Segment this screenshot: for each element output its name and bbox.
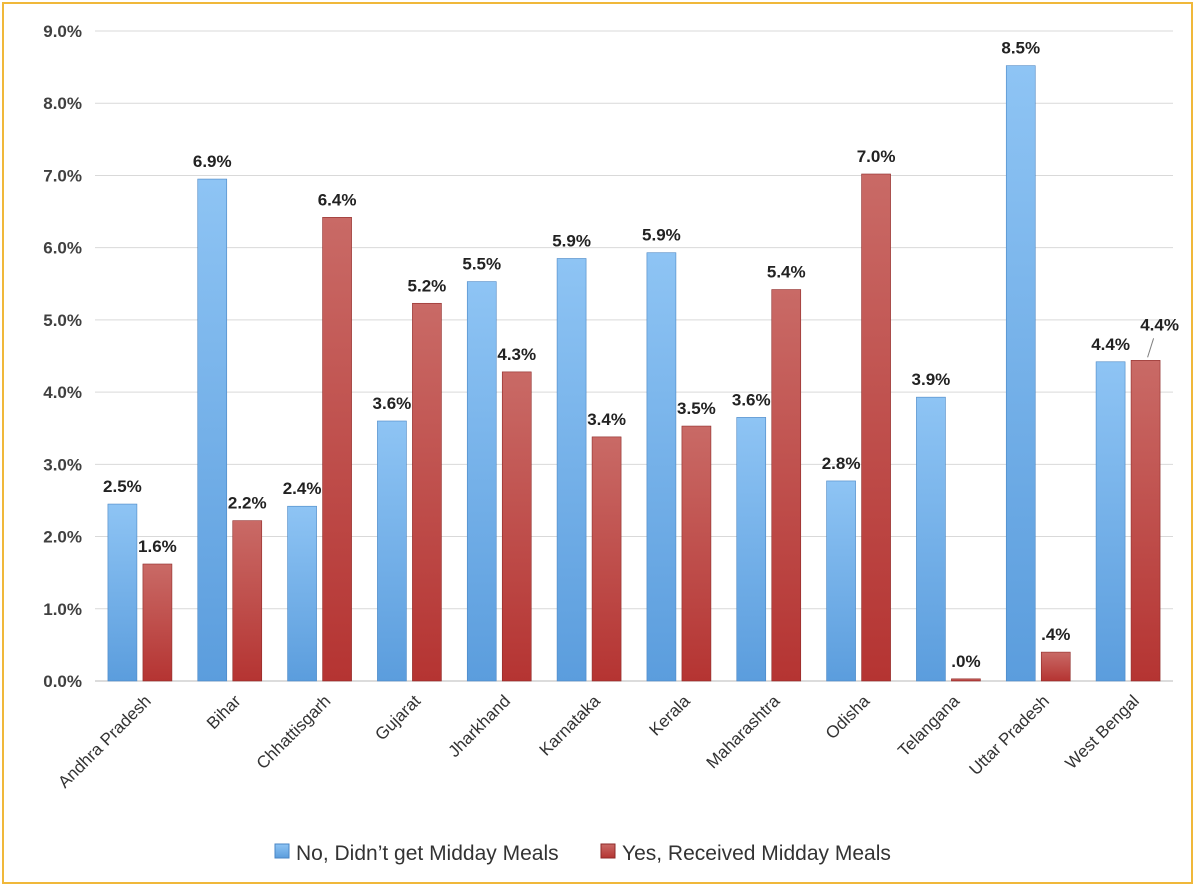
- y-tick-label: 0.0%: [43, 672, 82, 691]
- legend-swatch-yes: [600, 843, 616, 859]
- data-label: 5.4%: [767, 263, 806, 282]
- bar-yes-telangana: [951, 678, 981, 682]
- data-label: 1.6%: [138, 537, 177, 556]
- x-tick-label: Bihar: [203, 691, 245, 733]
- data-label: 3.9%: [912, 370, 951, 389]
- y-tick-label: 4.0%: [43, 383, 82, 402]
- data-label: 6.9%: [193, 152, 232, 171]
- x-tick-label: Kerala: [646, 691, 695, 740]
- bar-yes-kerala: [681, 425, 712, 682]
- x-tick-label: Gujarat: [371, 691, 424, 744]
- data-label: 5.9%: [642, 226, 681, 245]
- bar-yes-bihar: [232, 520, 263, 682]
- data-label: .0%: [951, 652, 980, 671]
- data-label: 3.6%: [732, 390, 771, 409]
- y-tick-label: 2.0%: [43, 528, 82, 547]
- data-label: .4%: [1041, 625, 1070, 644]
- x-tick-label: Uttar Pradesh: [965, 691, 1053, 779]
- legend: No, Didn’t get Midday Meals Yes, Receive…: [274, 842, 891, 865]
- legend-label-no: No, Didn’t get Midday Meals: [296, 842, 559, 865]
- x-axis: Andhra Pradesh Bihar Chhattisgarh Gujarat Jh…: [54, 691, 1142, 792]
- bar-yes-west-bengal: [1130, 360, 1161, 682]
- data-label: 6.4%: [318, 190, 357, 209]
- data-label: 4.4%: [1091, 335, 1130, 354]
- data-label: 4.3%: [497, 345, 536, 364]
- bar-no-odisha: [826, 480, 856, 682]
- bar-yes-odisha: [861, 173, 891, 682]
- bar-no-kerala: [646, 252, 677, 682]
- bar-yes-chhattisgarh: [322, 217, 352, 682]
- y-axis: 0.0% 1.0% 2.0% 3.0% 4.0% 5.0% 6.0% 7.0% 8.0% 9.0%: [43, 22, 1173, 691]
- x-tick-label: Odisha: [822, 691, 874, 743]
- y-tick-label: 8.0%: [43, 94, 82, 113]
- data-label: 7.0%: [857, 147, 896, 166]
- legend-swatch-no: [274, 843, 290, 859]
- x-tick-label: Telangana: [894, 691, 963, 760]
- bar-no-telangana: [916, 396, 946, 682]
- data-label: 2.2%: [228, 494, 267, 513]
- data-label: 3.6%: [373, 394, 412, 413]
- data-label: 5.9%: [552, 232, 591, 251]
- data-label: 2.5%: [103, 477, 142, 496]
- bar-no-uttar-pradesh: [1005, 65, 1036, 682]
- bar-yes-gujarat: [412, 302, 442, 682]
- data-label: 2.8%: [822, 454, 861, 473]
- bar-no-jharkhand: [466, 281, 497, 682]
- bar-yes-uttar-pradesh: [1040, 651, 1071, 682]
- data-label: 5.5%: [462, 255, 501, 274]
- x-tick-label: Karnataka: [536, 691, 605, 760]
- data-label: 2.4%: [283, 479, 322, 498]
- bar-no-bihar: [197, 178, 228, 682]
- bar-yes-andhra-pradesh: [142, 563, 173, 682]
- y-tick-label: 6.0%: [43, 239, 82, 258]
- y-tick-label: 7.0%: [43, 166, 82, 185]
- gridlines: [95, 30, 1173, 610]
- data-labels: 2.5% 1.6% 6.9% 2.2% 2.4% 6.4% 3.6% 5.2% 5.5% 4.3%…: [103, 39, 1179, 671]
- y-tick-label: 1.0%: [43, 600, 82, 619]
- data-label: 5.2%: [408, 276, 447, 295]
- bar-yes-maharashtra: [771, 289, 802, 682]
- data-label: 4.4%: [1140, 315, 1179, 334]
- bar-no-chhattisgarh: [287, 505, 317, 682]
- data-label: 8.5%: [1001, 39, 1040, 58]
- bars: [107, 65, 1161, 682]
- x-tick-label: Jharkhand: [445, 691, 515, 761]
- bar-no-karnataka: [556, 258, 587, 682]
- x-tick-label: Andhra Pradesh: [54, 691, 154, 791]
- x-tick-label: Chhattisgarh: [253, 691, 335, 773]
- legend-label-yes: Yes, Received Midday Meals: [622, 842, 891, 865]
- bar-no-west-bengal: [1095, 361, 1126, 682]
- bar-no-andhra-pradesh: [107, 503, 138, 682]
- data-label: 3.4%: [587, 410, 626, 429]
- label-leader-line: [1147, 338, 1155, 358]
- data-label: 3.5%: [677, 399, 716, 418]
- y-tick-label: 9.0%: [43, 22, 82, 41]
- bar-no-maharashtra: [736, 417, 767, 682]
- y-tick-label: 3.0%: [43, 455, 82, 474]
- bar-yes-jharkhand: [501, 371, 532, 682]
- x-tick-label: West Bengal: [1062, 691, 1143, 772]
- bar-no-gujarat: [377, 420, 407, 682]
- y-tick-label: 5.0%: [43, 311, 82, 330]
- bar-yes-karnataka: [591, 436, 622, 682]
- x-tick-label: Maharashtra: [703, 691, 784, 772]
